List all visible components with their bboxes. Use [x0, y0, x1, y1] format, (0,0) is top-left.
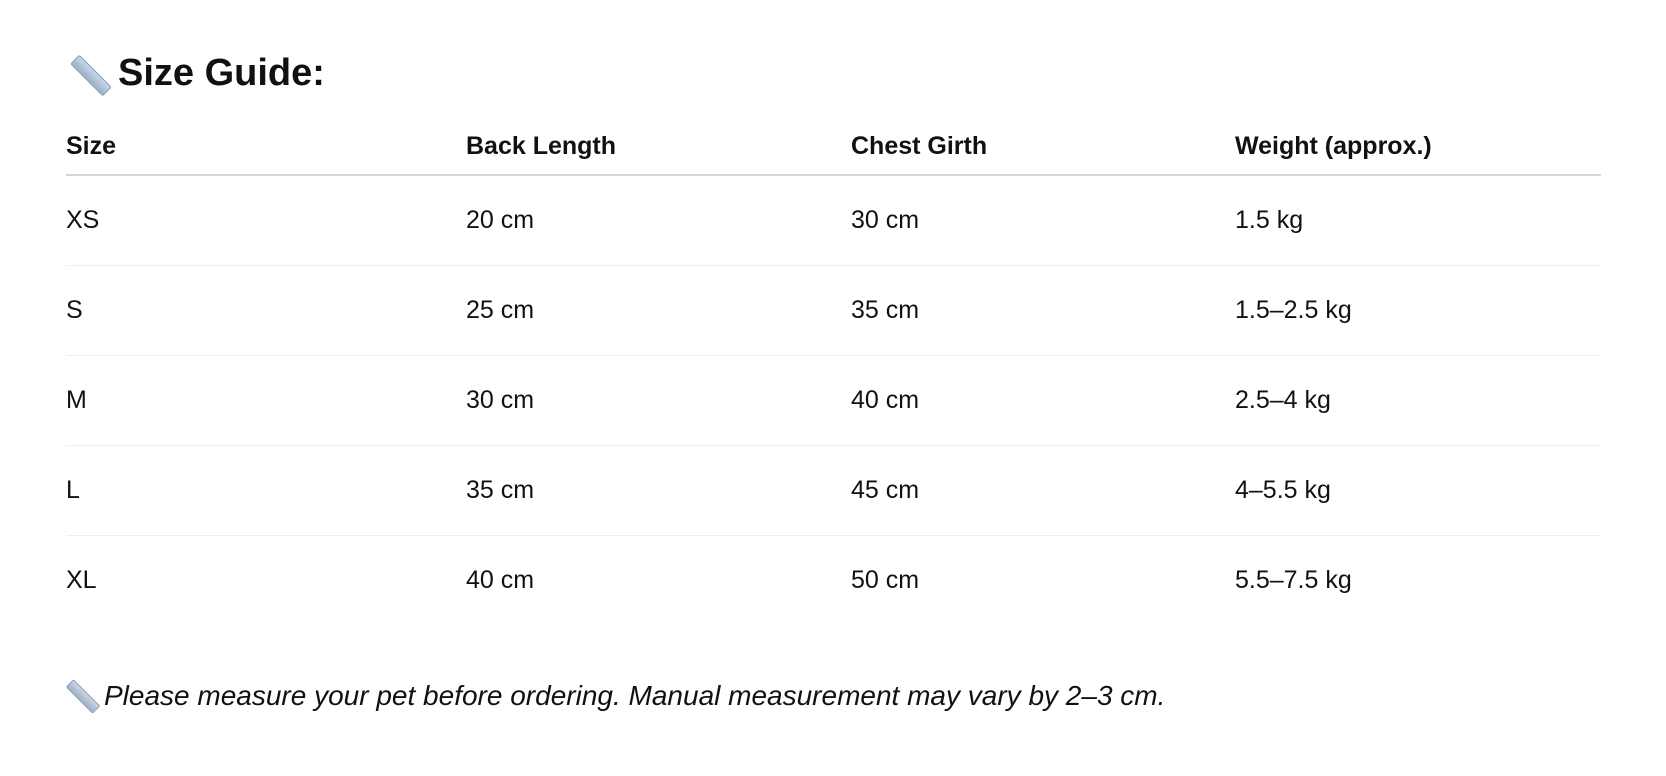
cell-size: L	[66, 445, 466, 536]
cell-chest-girth: 40 cm	[851, 355, 1235, 446]
cell-weight: 4–5.5 kg	[1235, 445, 1601, 536]
cell-weight: 5.5–7.5 kg	[1235, 566, 1352, 594]
cell-size: S	[66, 265, 466, 356]
table-row: M 30 cm 40 cm 2.5–4 kg	[66, 355, 1601, 446]
ruler-icon	[66, 680, 98, 712]
column-header-back-length: Back Length	[466, 118, 851, 176]
cell-weight: 1.5 kg	[1235, 175, 1601, 266]
cell-weight: 1.5–2.5 kg	[1235, 265, 1601, 356]
cell-weight: 2.5–4 kg	[1235, 355, 1601, 446]
table-header-row: Size Back Length Chest Girth Weight (app…	[66, 118, 1601, 176]
cell-back-length: 40 cm	[466, 566, 535, 594]
cell-chest-girth: 50 cm	[851, 566, 920, 594]
cell-back-length: 30 cm	[466, 355, 851, 446]
cell-back-length: 25 cm	[466, 265, 851, 356]
cell-chest-girth: 45 cm	[851, 445, 1235, 536]
column-header-chest-girth: Chest Girth	[851, 118, 1235, 176]
page-title: Size Guide:	[66, 52, 325, 95]
column-header-weight: Weight (approx.)	[1235, 118, 1601, 176]
cell-chest-girth: 30 cm	[851, 175, 1235, 266]
table-row: XL 40 cm 50 cm 5.5–7.5 kg	[66, 536, 1601, 626]
cell-size: M	[66, 355, 466, 446]
cell-size: XS	[66, 175, 466, 266]
cell-back-length: 20 cm	[466, 175, 851, 266]
size-guide-table: Size Back Length Chest Girth Weight (app…	[66, 118, 1601, 625]
table-row: L 35 cm 45 cm 4–5.5 kg	[66, 445, 1601, 536]
page-title-text: Size Guide:	[118, 52, 325, 94]
column-header-size: Size	[66, 118, 466, 176]
cell-back-length: 35 cm	[466, 445, 851, 536]
table-row: S 25 cm 35 cm 1.5–2.5 kg	[66, 265, 1601, 356]
ruler-icon	[66, 54, 106, 94]
table-row: XS 20 cm 30 cm 1.5 kg	[66, 175, 1601, 266]
cell-chest-girth: 35 cm	[851, 265, 1235, 356]
measurement-note: Please measure your pet before ordering.…	[66, 680, 1165, 712]
measurement-note-text: Please measure your pet before ordering.…	[104, 680, 1166, 711]
cell-size: XL	[66, 566, 97, 594]
